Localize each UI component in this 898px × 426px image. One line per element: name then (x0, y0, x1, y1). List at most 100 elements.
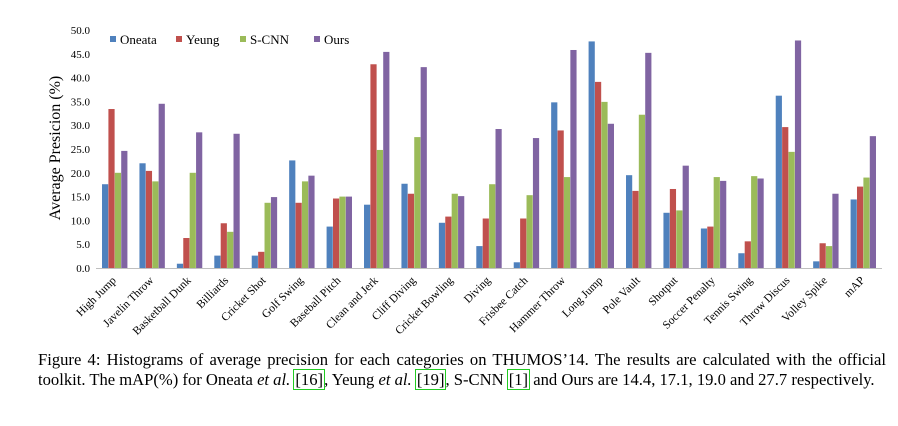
x-tick-label: Shotput (646, 274, 680, 308)
x-tick-label: Billiards (195, 274, 232, 311)
bar-s-cnn (414, 137, 421, 268)
bar-s-cnn (526, 195, 533, 268)
bar-s-cnn (227, 231, 234, 268)
bar-ours (196, 132, 203, 268)
bar-ours (420, 67, 427, 268)
bar-s-cnn (751, 176, 758, 268)
bar-yeung (145, 170, 153, 268)
bar-yeung (707, 226, 714, 268)
bar-s-cnn (676, 210, 683, 268)
citation-link-16[interactable]: [16] (293, 369, 326, 390)
bar-yeung (744, 241, 751, 268)
y-tick-label: 5.0 (76, 239, 90, 251)
y-tick-label: 0.0 (76, 263, 90, 275)
bar-yeung (258, 251, 265, 268)
y-tick-label: 30.0 (71, 120, 91, 132)
bar-oneata (626, 175, 633, 268)
bar-oneata (775, 95, 782, 268)
y-axis-label: Average Presicion (%) (47, 76, 64, 221)
bar-yeung (183, 238, 190, 268)
bar-ours (570, 49, 577, 268)
bar-oneata (476, 246, 483, 268)
bar-ours (233, 133, 240, 268)
x-tick-label: Diving (462, 274, 493, 305)
legend-swatch (176, 36, 182, 42)
y-tick-label: 45.0 (71, 49, 91, 61)
bar-s-cnn (713, 177, 720, 268)
bar-s-cnn (451, 193, 458, 268)
citation-link-1[interactable]: [1] (506, 369, 531, 390)
bar-oneata (850, 199, 857, 268)
bar-oneata (513, 262, 520, 268)
legend: Oneata Yeung S-CNN Ours (110, 32, 349, 47)
caption-text-4: and Ours are 14.4, 17.1, 19.0 and 27.7 r… (529, 370, 875, 389)
bar-yeung (856, 186, 864, 268)
bar-yeung (782, 127, 789, 268)
bar-s-cnn (376, 149, 384, 268)
caption-etal-2: et al. (378, 370, 412, 389)
y-tick-label: 15.0 (71, 192, 91, 204)
x-tick-label: Pole Vault (601, 274, 644, 317)
bar-ours (757, 178, 764, 268)
caption-prefix: Figure 4: (38, 350, 107, 369)
bar-yeung (557, 130, 564, 268)
bar-oneata (551, 102, 558, 268)
bar-ours (308, 175, 315, 268)
bar-s-cnn (152, 181, 159, 268)
bar-chart: 0.0 5.0 10.0 15.0 20.0 25.0 30.0 35.0 40.0 45.0 50… (47, 25, 882, 338)
bar-yeung (632, 190, 639, 268)
bar-oneata (813, 261, 820, 268)
bar-s-cnn (189, 172, 196, 268)
bar-yeung (407, 193, 415, 268)
y-tick-label: 40.0 (71, 73, 91, 85)
bar-ours (270, 197, 278, 268)
bar-ours (345, 196, 352, 268)
bar-s-cnn (563, 177, 571, 268)
bar-yeung (445, 216, 452, 268)
bar-oneata (289, 160, 296, 268)
citation-link-19[interactable]: [19] (414, 369, 447, 390)
bar-yeung (370, 64, 377, 269)
legend-label: S-CNN (250, 32, 290, 47)
bar-yeung (669, 188, 677, 268)
y-tick-label: 35.0 (71, 96, 91, 108)
y-tick-label: 10.0 (71, 215, 91, 227)
bar-s-cnn (264, 202, 271, 268)
bar-oneata (326, 226, 333, 268)
bar-ours (794, 40, 802, 268)
caption-etal-1: et al. (257, 370, 291, 389)
bar-yeung (482, 218, 489, 268)
bar-oneata (438, 222, 446, 268)
caption-text-2: , Yeung (324, 370, 379, 389)
bar-oneata (139, 163, 146, 268)
bar-oneata (401, 183, 408, 268)
bar-ours (720, 180, 727, 268)
legend-swatch (110, 36, 116, 42)
bar-ours (121, 150, 128, 268)
bar-ours (495, 129, 502, 268)
bar-ours (645, 52, 652, 268)
bar-ours (682, 165, 689, 268)
legend-swatch (314, 36, 320, 42)
bar-oneata (251, 255, 258, 268)
bar-ours (383, 51, 390, 269)
bar-oneata (738, 253, 745, 268)
bar-yeung (520, 218, 527, 268)
bar-yeung (108, 109, 115, 269)
bar-s-cnn (339, 196, 346, 268)
bar-oneata (102, 184, 109, 268)
y-tick-label: 25.0 (71, 144, 91, 156)
y-tick-label: 20.0 (71, 168, 91, 180)
bar-s-cnn (863, 177, 870, 268)
legend-swatch (240, 36, 246, 42)
bar-ours (607, 123, 614, 269)
bars (102, 40, 876, 269)
bar-yeung (220, 223, 227, 268)
bar-ours (832, 193, 839, 268)
bar-yeung (594, 81, 602, 268)
legend-label: Yeung (186, 32, 220, 47)
legend-label: Oneata (120, 32, 157, 47)
bar-ours (869, 136, 876, 268)
bar-oneata (663, 212, 670, 268)
